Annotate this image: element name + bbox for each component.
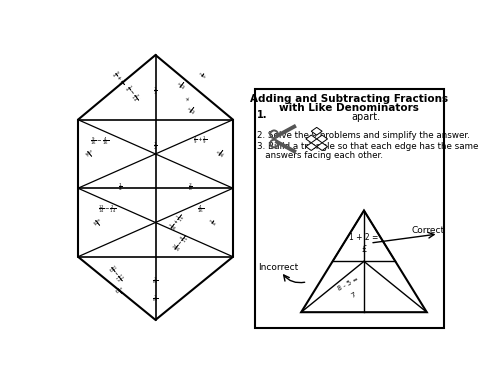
Polygon shape <box>301 210 427 312</box>
Text: 1.: 1. <box>257 110 268 120</box>
Text: $\frac{4}{16}$: $\frac{4}{16}$ <box>197 203 204 215</box>
Text: apart.: apart. <box>352 112 380 122</box>
Text: Adding and Subtracting Fractions: Adding and Subtracting Fractions <box>250 93 448 104</box>
Text: Correct: Correct <box>412 226 444 236</box>
Text: $\frac{3}{16}+\frac{1}{16}$: $\frac{3}{16}+\frac{1}{16}$ <box>167 211 188 233</box>
Text: $\frac{3}{12}$: $\frac{3}{12}$ <box>186 104 200 117</box>
Polygon shape <box>316 143 328 150</box>
Text: $\frac{5}{16}$: $\frac{5}{16}$ <box>81 147 95 160</box>
Polygon shape <box>312 128 322 135</box>
Polygon shape <box>306 143 316 150</box>
Text: $\frac{12}{14}-\frac{2}{14}$: $\frac{12}{14}-\frac{2}{14}$ <box>98 203 116 215</box>
Text: 2. Solve the 9 problems and simplify the answer.: 2. Solve the 9 problems and simplify the… <box>257 130 470 140</box>
Text: $\frac{2}{8}$: $\frac{2}{8}$ <box>188 181 193 193</box>
Text: $\frac{3}{12}$: $\frac{3}{12}$ <box>112 284 125 296</box>
Text: $\frac{3}{12}$: $\frac{3}{12}$ <box>176 79 190 93</box>
Text: $\frac{2}{9}$: $\frac{2}{9}$ <box>198 70 209 81</box>
Text: $\frac{1}{4}$: $\frac{1}{4}$ <box>118 181 123 193</box>
Text: $\frac{9}{4}+\frac{2}{9}$: $\frac{9}{4}+\frac{2}{9}$ <box>109 69 128 88</box>
Text: $\frac{2}{9}+\frac{1}{9}$: $\frac{2}{9}+\frac{1}{9}$ <box>194 134 207 146</box>
Text: answers facing each other.: answers facing each other. <box>257 152 383 160</box>
Text: $\frac{1}{3}$: $\frac{1}{3}$ <box>153 85 158 97</box>
Text: $\frac{1}{2}$: $\frac{1}{2}$ <box>153 140 158 152</box>
Text: 7: 7 <box>350 291 358 298</box>
Text: $\frac{6}{14}$: $\frac{6}{14}$ <box>89 216 102 229</box>
Text: $\frac{1}{m}$: $\frac{1}{m}$ <box>152 294 158 305</box>
Text: $+$: $+$ <box>183 94 193 104</box>
Text: $\frac{11}{12}-\frac{12}{12}$: $\frac{11}{12}-\frac{12}{12}$ <box>105 263 126 285</box>
Text: $\frac{9}{16}-\frac{4}{16}$: $\frac{9}{16}-\frac{4}{16}$ <box>90 135 110 147</box>
Text: $\frac{3}{m}$: $\frac{3}{m}$ <box>152 276 158 287</box>
Text: with Like Denominators: with Like Denominators <box>280 103 419 113</box>
Text: 8 - 5 =: 8 - 5 = <box>336 276 359 292</box>
Text: 3. Build a triangle so that each edge has the same: 3. Build a triangle so that each edge ha… <box>257 142 478 151</box>
Bar <box>254 89 444 328</box>
Text: $\frac{5}{16}$: $\frac{5}{16}$ <box>214 147 228 160</box>
Text: Incorrect: Incorrect <box>258 263 298 272</box>
Polygon shape <box>306 135 316 143</box>
Polygon shape <box>78 55 233 320</box>
Text: $\frac{3}{8}$: $\frac{3}{8}$ <box>208 217 220 228</box>
Text: £: £ <box>362 244 366 254</box>
Text: $\frac{14}{15}-\frac{8}{15}$: $\frac{14}{15}-\frac{8}{15}$ <box>171 232 192 254</box>
Polygon shape <box>316 135 328 143</box>
Text: $\frac{1}{4}-\frac{2}{14}$: $\frac{1}{4}-\frac{2}{14}$ <box>122 83 142 104</box>
Text: 1 + 2 =: 1 + 2 = <box>350 234 378 243</box>
